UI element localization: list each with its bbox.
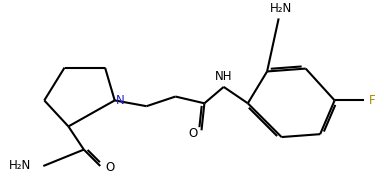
Text: NH: NH <box>215 70 232 83</box>
Text: F: F <box>368 94 375 107</box>
Text: N: N <box>116 94 124 107</box>
Text: O: O <box>189 127 198 140</box>
Text: O: O <box>105 161 114 174</box>
Text: H₂N: H₂N <box>270 2 292 14</box>
Text: H₂N: H₂N <box>8 159 31 173</box>
